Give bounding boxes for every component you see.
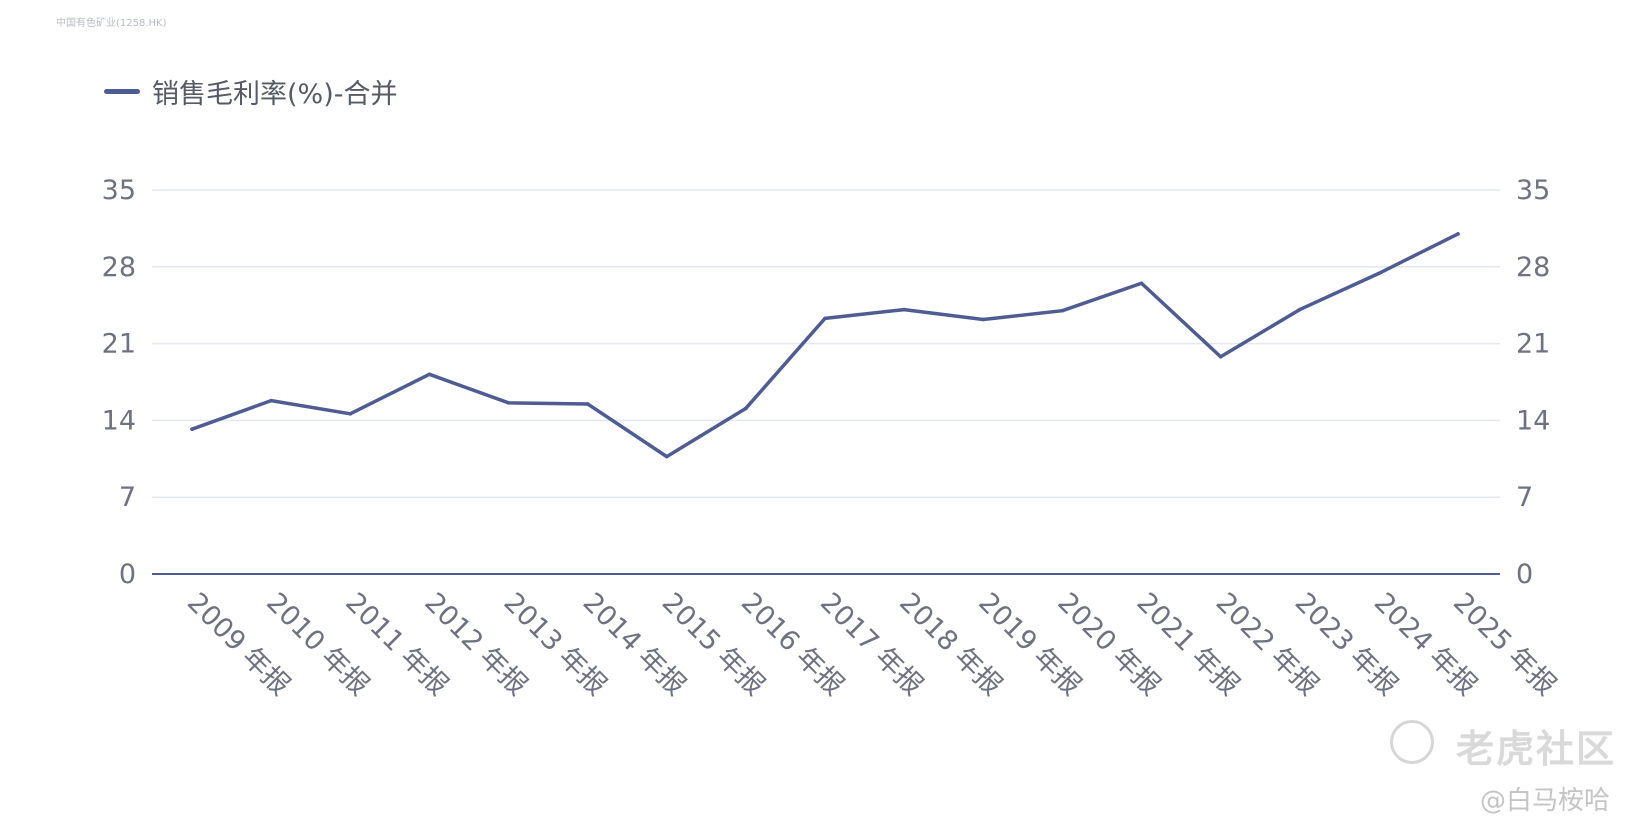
y-tick-label-left: 0: [119, 559, 136, 590]
y-tick-label-right: 21: [1516, 329, 1550, 360]
data-point: [269, 398, 273, 403]
data-point: [427, 372, 432, 377]
y-tick-label-left: 28: [102, 252, 136, 283]
data-point: [744, 406, 748, 411]
y-tick-label-left: 35: [102, 175, 136, 206]
y-tick-label-right: 7: [1516, 482, 1533, 513]
data-point: [348, 412, 353, 416]
data-point: [190, 427, 194, 431]
y-tick-label-left: 14: [102, 405, 136, 436]
data-point: [823, 316, 827, 321]
data-point: [1297, 307, 1302, 312]
data-point: [902, 307, 906, 312]
data-point: [585, 402, 590, 406]
legend-label: 销售毛利率(%)-合并: [152, 79, 398, 110]
data-point: [1377, 271, 1381, 276]
y-tick-label-right: 14: [1516, 405, 1550, 436]
watermark-logo-icon: [1390, 720, 1434, 764]
y-tick-label-left: 7: [119, 482, 136, 513]
data-point: [1456, 232, 1460, 236]
data-point: [981, 317, 986, 322]
source-label: 中国有色矿业(1258.HK): [56, 18, 167, 29]
y-tick-label-right: 35: [1516, 175, 1550, 206]
legend: 销售毛利率(%)-合并: [104, 72, 397, 111]
watermark-user: @白马桉哈: [1480, 786, 1611, 816]
data-point: [506, 401, 511, 405]
data-point: [1060, 308, 1065, 313]
data-point: [1139, 281, 1144, 286]
data-point: [1218, 354, 1223, 359]
y-tick-label-right: 28: [1516, 252, 1550, 283]
data-point: [664, 454, 669, 459]
y-tick-label-left: 21: [102, 329, 136, 360]
y-tick-label-right: 0: [1516, 559, 1533, 590]
legend-swatch: [104, 89, 140, 94]
watermark-brand: 老虎社区: [1456, 727, 1617, 771]
